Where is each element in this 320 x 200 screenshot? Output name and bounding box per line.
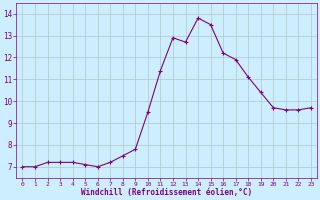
X-axis label: Windchill (Refroidissement éolien,°C): Windchill (Refroidissement éolien,°C) bbox=[81, 188, 252, 197]
